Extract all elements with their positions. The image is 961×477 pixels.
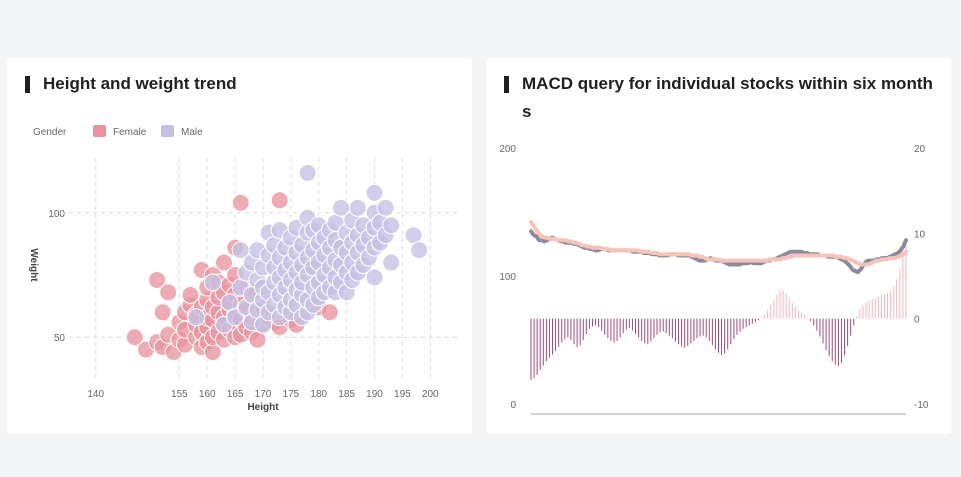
right-tick-label: 10 bbox=[914, 229, 926, 240]
legend-title: Gender bbox=[33, 127, 67, 138]
female-point bbox=[159, 283, 178, 302]
x-tick-label: 160 bbox=[199, 389, 216, 400]
legend-label-female: Female bbox=[113, 127, 147, 138]
male-point bbox=[382, 216, 401, 235]
female-point bbox=[320, 303, 339, 322]
female-point bbox=[148, 270, 167, 289]
right-tick-label: -10 bbox=[914, 400, 929, 411]
y-axis-label: Weight bbox=[28, 248, 39, 282]
macd-title: MACD query for individual stocks within … bbox=[504, 70, 933, 126]
x-axis-label: Height bbox=[247, 402, 279, 413]
female-point bbox=[270, 191, 289, 210]
macd-card: MACD query for individual stocks within … bbox=[486, 58, 951, 434]
legend-label-male: Male bbox=[181, 127, 203, 138]
male-point bbox=[187, 308, 206, 327]
x-tick-label: 195 bbox=[394, 389, 411, 400]
male-point bbox=[298, 163, 317, 182]
x-tick-label: 185 bbox=[338, 389, 355, 400]
x-tick-label: 180 bbox=[310, 389, 327, 400]
macd-chart: 0 100 200 -10 0 10 20 bbox=[499, 144, 929, 415]
male-point bbox=[203, 273, 222, 292]
right-tick-label: 20 bbox=[914, 144, 926, 155]
y-tick-label: 100 bbox=[48, 209, 65, 220]
female-point bbox=[231, 193, 250, 212]
x-tick-label: 140 bbox=[87, 389, 104, 400]
male-point bbox=[365, 268, 384, 287]
macd-light-line bbox=[529, 220, 908, 267]
height-weight-scatter-chart: Gender Female Male 140 155 160 165 170 175 180 185… bbox=[28, 125, 457, 413]
left-tick-label: 200 bbox=[499, 144, 516, 155]
female-point bbox=[153, 303, 172, 322]
x-tick-label: 155 bbox=[171, 389, 188, 400]
x-tick-label: 175 bbox=[283, 389, 300, 400]
female-point bbox=[181, 285, 200, 304]
male-point bbox=[410, 241, 429, 260]
height-weight-card: Height and weight trend Gender Female Male… bbox=[7, 58, 472, 434]
x-tick-label: 165 bbox=[227, 389, 244, 400]
height-weight-title: Height and weight trend bbox=[25, 70, 454, 98]
male-point bbox=[365, 183, 384, 202]
left-tick-label: 100 bbox=[499, 272, 516, 283]
female-point bbox=[214, 253, 233, 272]
y-tick-label: 50 bbox=[54, 333, 66, 344]
left-tick-label: 0 bbox=[510, 400, 516, 411]
legend-swatch-male bbox=[161, 125, 174, 137]
legend-swatch-female bbox=[93, 125, 106, 137]
male-point bbox=[382, 253, 401, 272]
x-tick-label: 170 bbox=[255, 389, 272, 400]
macd-dark-line bbox=[529, 229, 908, 275]
x-tick-label: 200 bbox=[422, 389, 439, 400]
x-tick-label: 190 bbox=[366, 389, 383, 400]
male-point bbox=[348, 198, 367, 217]
right-tick-label: 0 bbox=[914, 315, 920, 326]
male-point bbox=[376, 198, 395, 217]
female-point bbox=[125, 328, 144, 347]
